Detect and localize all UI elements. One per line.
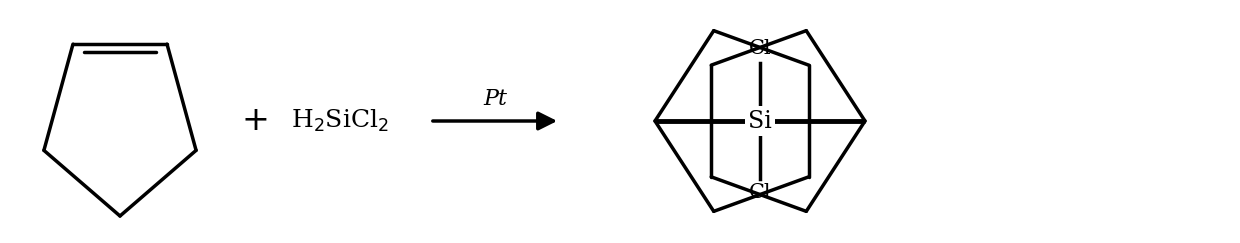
Text: +: + xyxy=(241,104,269,138)
Text: Pt: Pt xyxy=(484,88,507,110)
Text: Cl: Cl xyxy=(749,40,771,59)
Text: Cl: Cl xyxy=(749,183,771,202)
Text: Si: Si xyxy=(748,110,771,132)
Text: H$_2$SiCl$_2$: H$_2$SiCl$_2$ xyxy=(291,108,389,134)
